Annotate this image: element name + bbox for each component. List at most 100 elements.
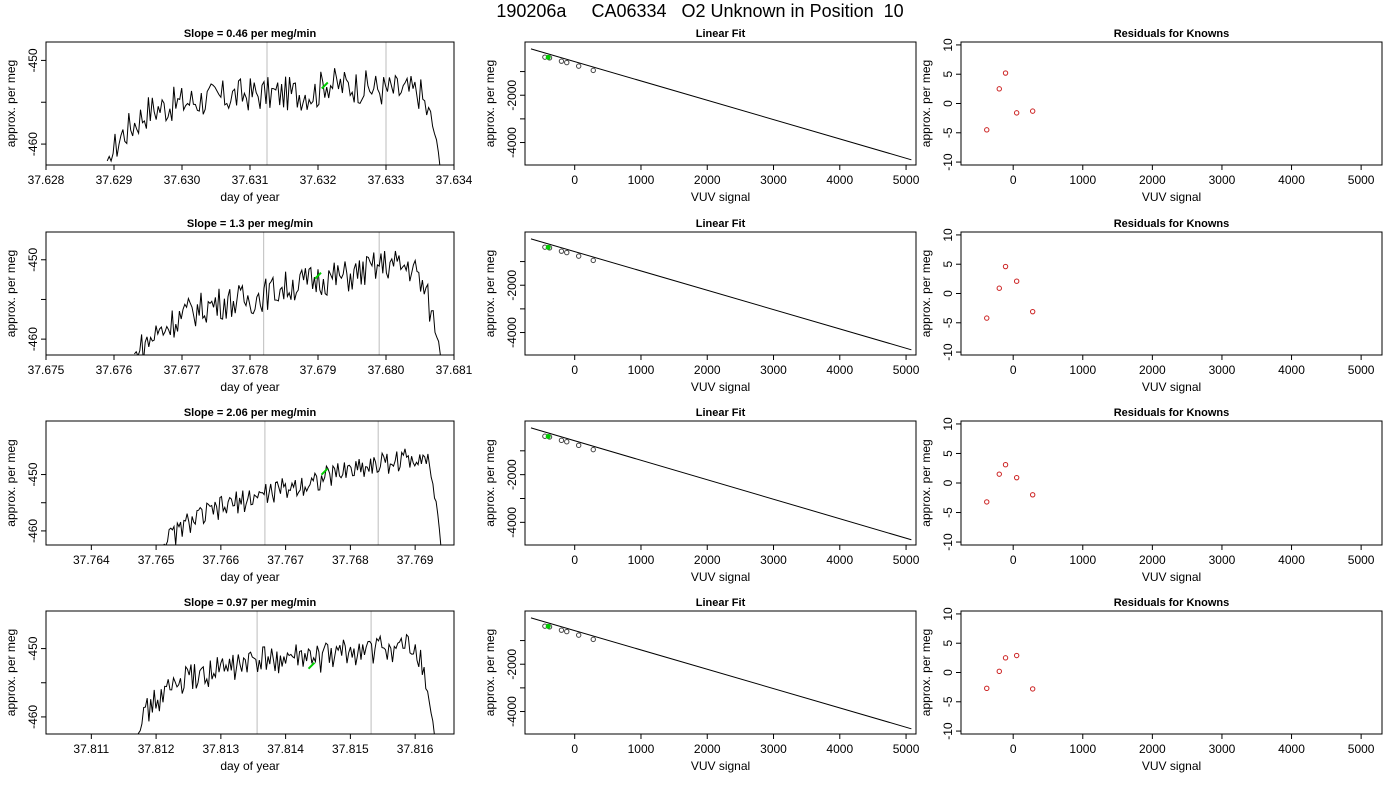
plot-area bbox=[530, 427, 912, 541]
y-tick-label: 0 bbox=[941, 290, 955, 297]
y-axis-label: approx. per meg bbox=[483, 439, 497, 526]
x-tick-label: 37.629 bbox=[96, 173, 133, 187]
y-tick-label: 0 bbox=[941, 479, 955, 486]
y-tick-label: -4000 bbox=[505, 507, 519, 538]
y-tick-label: -450 bbox=[26, 247, 40, 271]
panel-title: Linear Fit bbox=[696, 597, 746, 609]
x-tick-label: 2000 bbox=[694, 173, 721, 187]
panel-10: Slope = 0.97 per meg/min 37.811 37.812 37.8… bbox=[4, 597, 455, 773]
x-tick-label: 37.678 bbox=[232, 363, 269, 377]
y-tick-label: -450 bbox=[26, 48, 40, 72]
unknown-point bbox=[545, 244, 551, 250]
x-tick-label: 3000 bbox=[760, 363, 787, 377]
x-tick-label: 37.766 bbox=[203, 553, 240, 567]
plot-area bbox=[530, 617, 912, 730]
x-tick-label: 5000 bbox=[1348, 742, 1375, 756]
y-axis-label: approx. per meg bbox=[483, 60, 497, 147]
plot-area bbox=[137, 611, 435, 734]
known-point bbox=[590, 446, 596, 453]
residual-point bbox=[1002, 263, 1009, 270]
x-tick-label: 4000 bbox=[826, 742, 853, 756]
y-axis-label: approx. per meg bbox=[483, 250, 497, 337]
x-tick-label: 5000 bbox=[1348, 173, 1375, 187]
y-axis-label: approx. per meg bbox=[919, 60, 933, 147]
residual-point bbox=[1013, 110, 1020, 116]
residual-point bbox=[996, 471, 1002, 477]
panel-frame bbox=[524, 420, 917, 546]
x-tick-label: 2000 bbox=[1139, 173, 1166, 187]
x-tick-label: 1000 bbox=[628, 173, 655, 187]
x-tick-label: 1000 bbox=[1069, 173, 1096, 187]
y-tick-label: -2000 bbox=[505, 80, 519, 111]
y-tick-label: -10 bbox=[941, 153, 955, 171]
x-tick-label: 5000 bbox=[1348, 553, 1375, 567]
plot-area bbox=[530, 238, 912, 351]
panel-frame bbox=[45, 41, 455, 166]
x-axis-label: day of year bbox=[220, 759, 279, 773]
x-tick-label: 2000 bbox=[1139, 553, 1166, 567]
x-tick-label: 37.634 bbox=[436, 173, 473, 187]
x-tick-label: 1000 bbox=[1069, 742, 1096, 756]
unknown-point bbox=[545, 54, 551, 60]
x-axis-label: VUV signal bbox=[691, 759, 750, 773]
panel-8: Linear Fit 0 1000 2000 3000 4000 5000 -4000 -200… bbox=[483, 407, 920, 584]
residual-point bbox=[984, 315, 990, 321]
panel-title: Linear Fit bbox=[696, 28, 746, 40]
data-trace bbox=[134, 250, 441, 355]
panel-frame bbox=[45, 610, 455, 735]
x-axis-label: day of year bbox=[220, 570, 279, 584]
figure-title: 190206a CA06334 O2 Unknown in Position 1… bbox=[496, 1, 904, 21]
y-tick-label: -5 bbox=[941, 696, 955, 707]
data-trace bbox=[163, 448, 442, 545]
x-tick-label: 0 bbox=[1010, 173, 1017, 187]
known-point bbox=[558, 248, 565, 254]
fit-line bbox=[530, 617, 912, 730]
panel-title: Slope = 0.97 per meg/min bbox=[184, 597, 317, 609]
plot-area bbox=[106, 42, 441, 165]
y-axis-label: approx. per meg bbox=[919, 629, 933, 716]
x-tick-label: 0 bbox=[1010, 553, 1017, 567]
panel-frame bbox=[960, 41, 1383, 166]
x-tick-label: 4000 bbox=[1278, 553, 1305, 567]
x-tick-label: 37.681 bbox=[436, 363, 473, 377]
y-axis-label: approx. per meg bbox=[919, 439, 933, 526]
y-tick-label: 10 bbox=[941, 228, 955, 242]
panel-title: Linear Fit bbox=[696, 407, 746, 419]
x-tick-label: 3000 bbox=[760, 173, 787, 187]
x-tick-label: 37.764 bbox=[73, 553, 110, 567]
panel-title: Residuals for Knowns bbox=[1114, 407, 1230, 419]
x-tick-label: 37.813 bbox=[203, 742, 240, 756]
x-axis-label: day of year bbox=[220, 190, 279, 204]
x-tick-label: 3000 bbox=[1209, 173, 1236, 187]
plot-area bbox=[134, 232, 441, 355]
panel-frame bbox=[960, 231, 1383, 356]
y-tick-label: -10 bbox=[941, 722, 955, 740]
y-tick-label: -4000 bbox=[505, 317, 519, 348]
panel-4: Slope = 1.3 per meg/min 37.675 37.676 37.67… bbox=[4, 218, 473, 394]
unknown-marker bbox=[320, 468, 329, 476]
x-tick-label: 37.677 bbox=[164, 363, 201, 377]
panel-frame bbox=[45, 420, 455, 546]
x-tick-label: 1000 bbox=[628, 363, 655, 377]
panel-title: Slope = 2.06 per meg/min bbox=[184, 407, 317, 419]
y-tick-label: 10 bbox=[941, 417, 955, 431]
x-axis-label: day of year bbox=[220, 380, 279, 394]
residual-point bbox=[996, 86, 1002, 92]
y-axis-label: approx. per meg bbox=[919, 250, 933, 337]
residual-point bbox=[1013, 474, 1020, 481]
x-tick-label: 5000 bbox=[893, 173, 920, 187]
x-tick-label: 3000 bbox=[760, 742, 787, 756]
y-tick-label: 5 bbox=[941, 261, 955, 268]
unknown-point bbox=[545, 434, 551, 439]
panel-1: Slope = 0.46 per meg/min 37.628 37.629 37.6… bbox=[4, 28, 473, 204]
residual-point bbox=[1002, 655, 1009, 661]
known-point bbox=[564, 249, 570, 256]
x-tick-label: 3000 bbox=[760, 553, 787, 567]
panel-5: Linear Fit 0 1000 2000 3000 4000 5000 -4000 -200… bbox=[483, 218, 920, 394]
residual-point bbox=[1013, 652, 1020, 659]
x-tick-label: 37.633 bbox=[368, 173, 405, 187]
residual-point bbox=[984, 499, 990, 505]
panel-6: Residuals for Knowns 0 1000 2000 3000 4000 500… bbox=[919, 218, 1383, 394]
x-tick-label: 0 bbox=[571, 363, 578, 377]
panel-title: Linear Fit bbox=[696, 218, 746, 230]
